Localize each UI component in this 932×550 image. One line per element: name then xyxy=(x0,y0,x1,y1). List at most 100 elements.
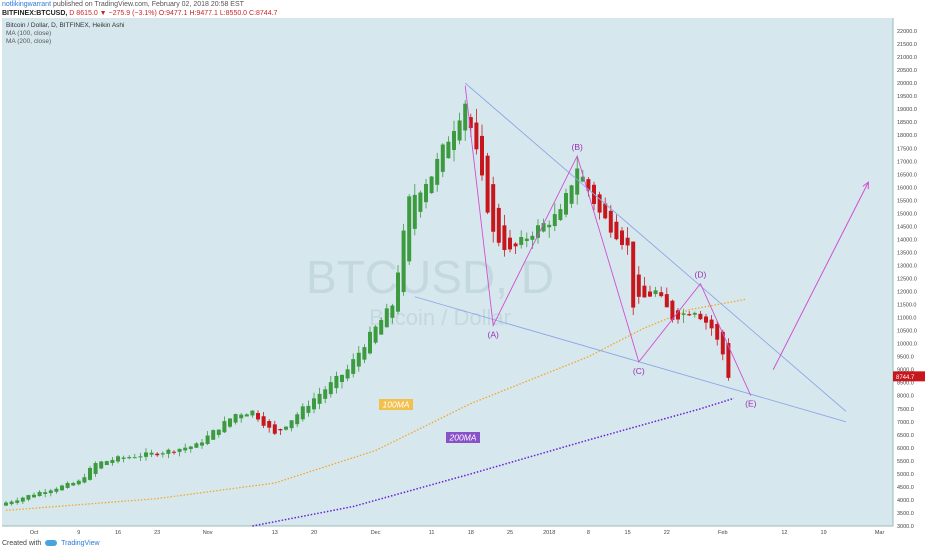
x-tick-label: Dec xyxy=(371,530,381,536)
candle-body xyxy=(76,480,81,485)
candle-body xyxy=(648,291,652,297)
candle-body xyxy=(468,117,473,129)
candle-body xyxy=(435,158,440,185)
x-tick-label: 15 xyxy=(625,530,631,536)
candle-body xyxy=(15,500,20,503)
x-tick-label: 20 xyxy=(311,530,317,536)
y-tick-label: 6000.0 xyxy=(897,446,914,452)
candle-body xyxy=(569,185,574,204)
x-tick-label: 13 xyxy=(272,530,278,536)
candle-body xyxy=(194,443,199,448)
candle-body xyxy=(580,176,585,182)
y-tick-label: 11000.0 xyxy=(897,316,916,322)
y-tick-label: 20500.0 xyxy=(897,68,917,74)
y-tick-label: 21000.0 xyxy=(897,55,917,61)
candle-body xyxy=(625,237,630,246)
candle-body xyxy=(429,176,434,194)
x-tick-label: Mar xyxy=(875,530,885,536)
y-tick-label: 13500.0 xyxy=(897,250,917,256)
candle-body xyxy=(26,495,31,500)
candle-body xyxy=(698,313,703,320)
candle-body xyxy=(720,331,725,355)
candle-body xyxy=(715,323,720,340)
wave-pattern-line[interactable] xyxy=(464,85,752,396)
y-tick-label: 5500.0 xyxy=(897,459,914,465)
candle-body xyxy=(396,272,400,312)
y-tick-label: 11500.0 xyxy=(897,303,916,309)
x-tick-label: 22 xyxy=(664,530,670,536)
candle-body xyxy=(110,459,115,464)
candle-body xyxy=(401,230,406,293)
candle-body xyxy=(709,319,714,329)
x-tick-label: 11 xyxy=(429,530,435,536)
candle-body xyxy=(547,224,552,228)
candle-body xyxy=(20,497,25,502)
x-tick-label: Nov xyxy=(203,530,213,536)
candle-body xyxy=(692,312,697,315)
upper-trendline[interactable] xyxy=(464,82,847,412)
y-tick-label: 6500.0 xyxy=(897,433,914,439)
publish-text: published on TradingView.com, February 0… xyxy=(52,1,244,8)
candle-body xyxy=(239,414,244,419)
candle-body xyxy=(440,144,445,172)
candle-body xyxy=(160,453,165,455)
wave-label: (B) xyxy=(572,142,584,152)
x-tick-label: 16 xyxy=(115,530,121,536)
y-tick-label: 12000.0 xyxy=(897,290,917,296)
legend-ma100: MA (100, close) xyxy=(6,30,51,37)
y-tick-label: 10500.0 xyxy=(897,329,917,335)
candle-body xyxy=(552,214,557,227)
candle-body xyxy=(687,314,692,316)
candle-body xyxy=(121,457,126,459)
watermark-symbol: BTCUSD, D xyxy=(306,251,554,303)
footer-brand[interactable]: TradingView xyxy=(61,540,100,547)
candle-body xyxy=(317,393,322,404)
candle-body xyxy=(642,285,647,298)
candle-body xyxy=(452,131,456,150)
candle-body xyxy=(457,120,462,141)
candles xyxy=(4,100,731,506)
candle-body xyxy=(177,448,182,452)
candle-body xyxy=(312,398,316,410)
candle-body xyxy=(244,414,249,417)
candle-body xyxy=(681,313,686,315)
y-tick-label: 18000.0 xyxy=(897,133,917,139)
candle-body xyxy=(306,405,311,413)
ma200-label-bg xyxy=(446,432,480,443)
candle-body xyxy=(502,225,507,251)
ma100-label: 100MA xyxy=(383,400,410,410)
candle-body xyxy=(351,359,356,374)
candle-body xyxy=(407,196,412,262)
candle-body xyxy=(412,194,417,229)
candle-body xyxy=(99,461,104,469)
author-link[interactable]: notlikingwarrant xyxy=(2,1,52,8)
candle-body xyxy=(132,457,137,459)
footer-created: Created with xyxy=(2,540,42,547)
candle-body xyxy=(446,141,451,159)
price-chart[interactable]: 3000.0 3500.0 4000.0 4500.0 5000.0 5500.0 6000… xyxy=(0,18,932,548)
candle-body xyxy=(491,184,496,232)
candle-body xyxy=(300,406,305,420)
wave-label: (C) xyxy=(633,366,645,376)
y-tick-label: 9000.0 xyxy=(897,368,914,374)
candle-body xyxy=(323,389,328,399)
candle-body xyxy=(620,230,624,245)
candle-body xyxy=(608,210,613,233)
candle-body xyxy=(536,225,540,238)
candle-body xyxy=(379,319,384,335)
lower-trendline[interactable] xyxy=(414,296,847,423)
y-tick-label: 19000.0 xyxy=(897,107,917,113)
projection-arrow[interactable] xyxy=(772,181,869,370)
legend-title: Bitcoin / Dollar, D, BITFINEX, Heikin As… xyxy=(6,22,124,29)
x-tick-label: 12 xyxy=(781,530,787,536)
candle-body xyxy=(614,221,619,240)
candle-body xyxy=(558,209,563,221)
candle-body xyxy=(564,193,568,215)
candle-body xyxy=(43,492,48,494)
candle-body xyxy=(485,155,490,213)
candle-body xyxy=(463,103,468,131)
x-tick-label: 18 xyxy=(468,530,474,536)
publish-info: notlikingwarrant published on TradingVie… xyxy=(2,0,244,9)
candle-body xyxy=(284,426,288,430)
candle-body xyxy=(586,179,591,191)
